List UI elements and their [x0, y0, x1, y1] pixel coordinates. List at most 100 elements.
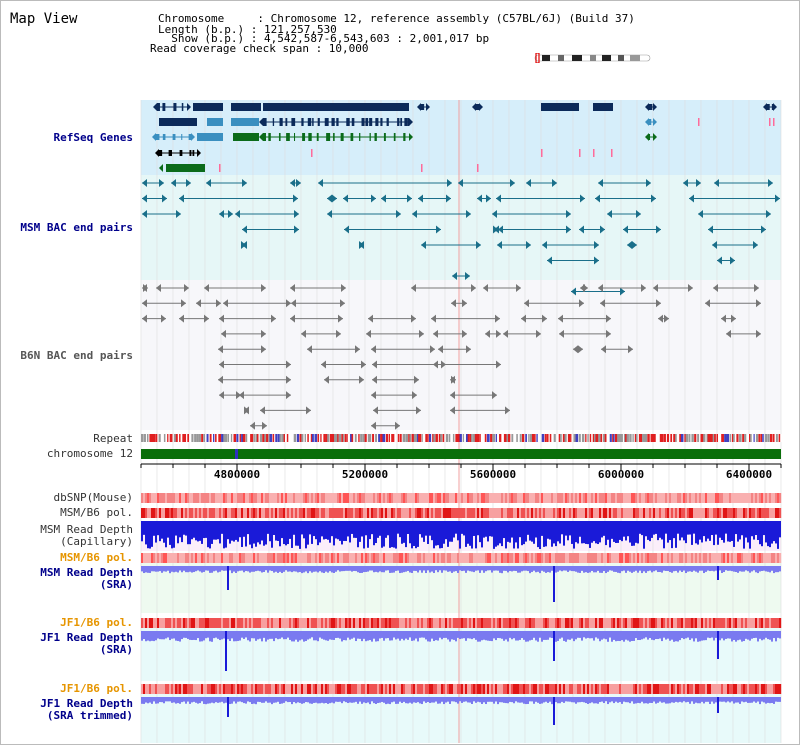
repeat-element [708, 434, 712, 442]
polymorphism-heat-cell [615, 493, 618, 503]
bac-end-marker [471, 284, 476, 292]
polymorphism-heat-cell [637, 508, 640, 518]
polymorphism-heat-cell [373, 508, 376, 518]
polymorphism-heat-cell [479, 508, 482, 518]
polymorphism-heat-cell [711, 553, 714, 563]
polymorphism-heat-cell [339, 618, 342, 628]
polymorphism-heat-cell [707, 553, 710, 563]
gene-exon [285, 118, 288, 126]
read-depth-bar [295, 631, 297, 640]
polymorphism-heat-cell [293, 684, 296, 694]
polymorphism-heat-cell [687, 553, 690, 563]
gene-exon [157, 103, 160, 111]
repeat-element [195, 434, 197, 442]
polymorphism-heat-cell [417, 553, 420, 563]
polymorphism-heat-cell [207, 493, 210, 503]
bac-end-marker [296, 179, 301, 187]
read-depth-bar [411, 631, 413, 641]
read-depth-bar [575, 566, 577, 572]
polymorphism-heat-cell [319, 508, 322, 518]
repeat-element [750, 434, 752, 442]
read-depth-bar [651, 697, 653, 703]
polymorphism-heat-cell [401, 508, 404, 518]
polymorphism-heat-cell [651, 684, 654, 694]
polymorphism-heat-cell [543, 508, 546, 518]
polymorphism-heat-cell [533, 684, 536, 694]
read-depth-bar [659, 697, 661, 702]
polymorphism-heat-cell [443, 618, 446, 628]
read-depth-bar [451, 697, 453, 702]
polymorphism-heat-cell [297, 553, 300, 563]
read-depth-bar [657, 697, 659, 703]
bac-end-marker [179, 314, 184, 323]
polymorphism-heat-cell [769, 684, 772, 694]
read-depth-bar [177, 521, 179, 544]
polymorphism-heat-cell [313, 553, 316, 563]
read-depth-bar [695, 521, 697, 544]
polymorphism-heat-cell [675, 553, 678, 563]
read-depth-bar [691, 566, 693, 572]
read-depth-bar [273, 521, 275, 535]
read-depth-bar [227, 521, 229, 540]
bac-end-marker [510, 179, 515, 187]
polymorphism-heat-cell [403, 508, 406, 518]
polymorphism-heat-cell [167, 508, 170, 518]
polymorphism-heat-cell [269, 618, 272, 628]
polymorphism-heat-cell [685, 493, 688, 503]
repeat-element [256, 434, 259, 442]
repeat-element [623, 434, 626, 442]
polymorphism-heat-cell [405, 684, 408, 694]
polymorphism-heat-cell [507, 493, 510, 503]
read-depth-bar [143, 697, 145, 704]
polymorphism-heat-cell [215, 684, 218, 694]
gene-exon [263, 133, 266, 141]
gene-strand-marker [417, 103, 421, 111]
read-depth-bar [591, 566, 593, 571]
polymorphism-heat-cell [637, 553, 640, 563]
read-depth-bar [207, 697, 209, 704]
polymorphism-heat-cell [197, 618, 200, 628]
read-depth-bar [315, 697, 317, 703]
polymorphism-heat-cell [357, 508, 360, 518]
read-depth-bar [479, 566, 481, 573]
polymorphism-heat-cell [191, 493, 194, 503]
repeat-element [549, 434, 553, 442]
read-depth-bar [481, 521, 483, 548]
read-depth-bar [387, 521, 389, 536]
polymorphism-heat-cell [545, 618, 548, 628]
read-depth-bar [561, 521, 563, 535]
read-depth-bar [165, 697, 167, 702]
read-depth-bar [605, 566, 607, 574]
bac-end-marker [181, 299, 186, 308]
read-depth-bar [711, 521, 713, 536]
polymorphism-heat-cell [499, 493, 502, 503]
read-depth-bar [517, 697, 519, 703]
polymorphism-heat-cell [479, 493, 482, 503]
read-depth-bar [669, 631, 671, 641]
polymorphism-heat-cell [515, 684, 518, 694]
read-depth-bar [325, 631, 327, 641]
repeat-element [534, 434, 536, 442]
polymorphism-heat-cell [317, 508, 320, 518]
polymorphism-heat-cell [687, 684, 690, 694]
read-depth-bar [335, 521, 337, 539]
polymorphism-heat-cell [181, 493, 184, 503]
read-depth-bar [447, 521, 449, 547]
read-depth-bar [527, 631, 529, 642]
read-depth-bar [447, 566, 449, 572]
repeat-element [677, 434, 680, 442]
read-depth-bar [441, 631, 443, 640]
polymorphism-heat-cell [379, 618, 382, 628]
read-depth-bar [347, 521, 349, 537]
polymorphism-heat-cell [477, 493, 480, 503]
polymorphism-heat-cell [321, 508, 324, 518]
polymorphism-heat-cell [613, 553, 616, 563]
polymorphism-heat-cell [645, 618, 648, 628]
polymorphism-heat-cell [171, 493, 174, 503]
bac-end-marker [462, 329, 467, 338]
repeat-element [742, 434, 745, 442]
read-depth-bar [469, 697, 471, 703]
chromosome-ideogram[interactable] [532, 53, 652, 63]
polymorphism-heat-cell [753, 618, 756, 628]
